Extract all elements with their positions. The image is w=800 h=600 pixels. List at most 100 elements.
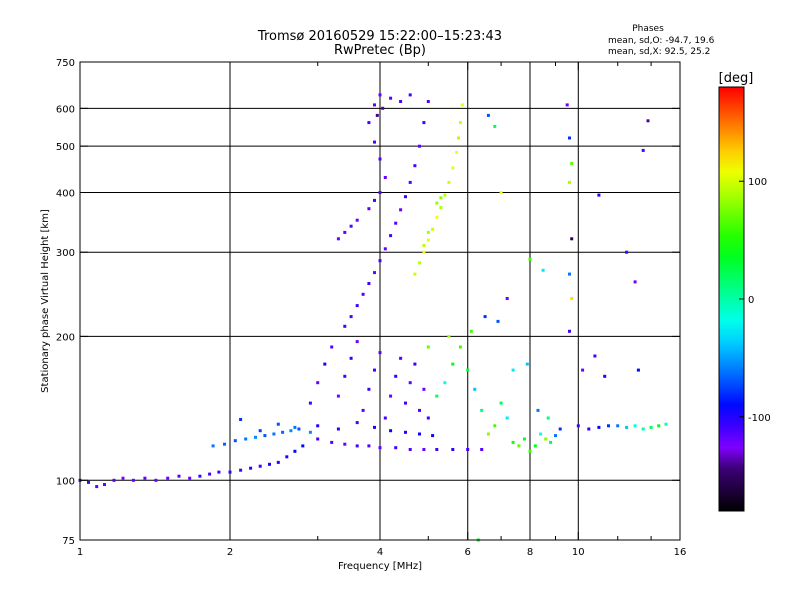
colorbar-label: [deg] [719,71,754,86]
data-point [505,416,509,420]
data-point [422,243,426,247]
data-point [480,408,484,412]
data-point [483,315,487,319]
data-point [568,272,571,276]
data-point [293,449,297,453]
data-point [418,408,421,412]
data-point [505,297,509,300]
data-point [95,485,99,489]
data-point [254,435,257,439]
data-point [323,362,327,366]
data-point [389,96,393,100]
chart-title: Tromsø 20160529 15:22:00–15:23:43 [257,29,502,44]
data-point [466,368,470,372]
data-point [208,472,212,476]
data-point [373,271,376,275]
stats-line-x: mean, sd,X: 92.5, 25.2 [608,47,710,57]
data-point [607,424,610,428]
data-point [239,418,243,421]
y-tick-label: 750 [56,58,75,69]
data-point [625,250,629,254]
data-point [469,329,473,333]
data-point [367,282,371,285]
y-axis-label: Stationary phase Virtual Height [km] [40,209,51,393]
data-point [233,439,237,443]
data-point [383,176,387,179]
data-point [536,408,540,412]
data-point [649,425,653,429]
data-point [511,440,515,444]
x-tick-label: 8 [527,547,533,558]
data-point [343,374,347,378]
data-point [581,368,585,372]
data-point [443,193,447,197]
data-point [408,448,412,451]
colorbar-tick-label: 100 [748,177,767,188]
data-point [276,422,280,426]
data-point [570,162,574,165]
x-tick-label: 2 [227,547,233,558]
data-point [276,460,280,464]
data-point [349,315,353,319]
data-point [576,424,580,428]
data-point [568,329,571,333]
data-point [413,272,417,276]
data-point [447,334,451,338]
data-point [343,324,347,328]
stats-line-o: mean, sd,O: -94.7, 19.6 [608,36,715,46]
data-point [378,157,382,161]
data-point [394,221,398,225]
data-point [558,427,562,431]
data-point [431,434,435,438]
y-tick-label: 75 [62,536,75,547]
data-point [435,215,439,219]
data-point [367,444,371,448]
data-point [546,416,550,420]
data-point [603,374,607,378]
data-point [447,180,451,184]
data-point [330,440,334,444]
data-point [389,234,393,238]
data-point [381,106,385,110]
x-tick-label: 10 [572,547,585,558]
data-point [367,121,371,125]
data-point [131,478,135,482]
data-point [316,437,320,441]
data-point [539,432,543,436]
data-point [664,422,668,426]
data-point [394,446,398,450]
data-point [439,206,443,210]
data-point [633,280,637,284]
data-point [349,356,353,360]
data-point [361,408,365,412]
data-point [383,247,387,251]
data-point [249,466,253,470]
data-point [268,462,271,466]
data-point [217,470,221,474]
data-point [511,368,515,372]
data-point [293,425,297,429]
data-point [408,381,412,385]
data-point [355,218,359,222]
data-point [435,201,439,205]
data-point [336,237,340,241]
data-point [533,444,537,448]
data-point [625,425,629,429]
data-point [408,180,412,184]
data-point [646,119,650,123]
y-tick-label: 100 [56,476,75,487]
data-point [587,427,591,431]
data-point [112,478,116,482]
data-point [188,476,192,480]
data-point [399,100,403,103]
data-point [541,268,545,272]
data-point [455,151,459,154]
data-point [528,257,532,261]
data-point [466,448,470,451]
data-point [154,478,158,482]
data-point [336,394,340,398]
data-point [426,416,430,420]
data-point [418,261,421,265]
data-point [480,448,484,451]
data-point [355,340,359,344]
